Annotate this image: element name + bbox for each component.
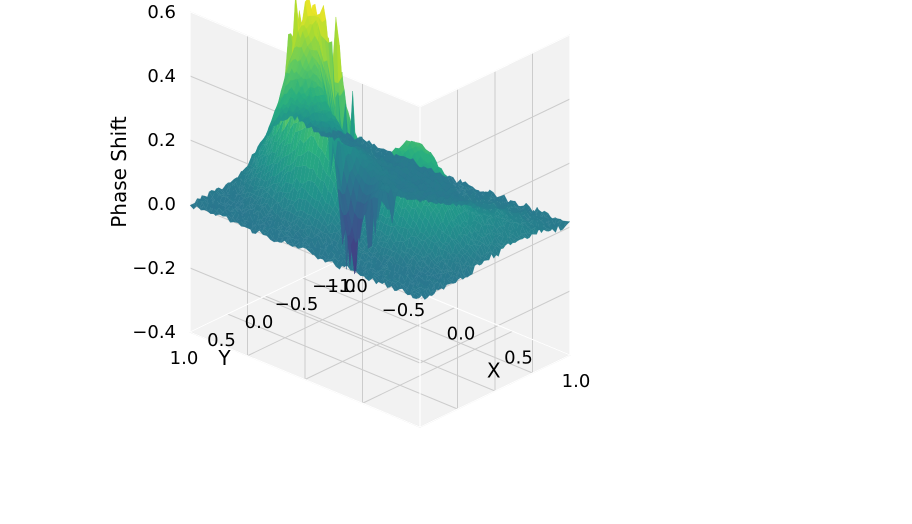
svg-text:0.6: 0.6 xyxy=(147,2,176,23)
x-axis-label: X xyxy=(487,358,501,382)
svg-text:−0.2: −0.2 xyxy=(132,258,176,279)
svg-text:−0.5: −0.5 xyxy=(275,294,319,315)
svg-text:−0.4: −0.4 xyxy=(132,322,176,343)
svg-text:0.5: 0.5 xyxy=(504,347,533,368)
svg-text:0.4: 0.4 xyxy=(147,66,176,87)
z-axis-label: Phase Shift xyxy=(107,116,131,228)
y-axis-label: Y xyxy=(217,346,231,370)
svg-text:0.0: 0.0 xyxy=(147,194,176,215)
svg-text:0.0: 0.0 xyxy=(447,324,476,345)
svg-text:1.0: 1.0 xyxy=(562,371,591,392)
svg-text:−1.0: −1.0 xyxy=(312,276,356,297)
svg-text:0.0: 0.0 xyxy=(245,312,274,333)
svg-text:1.0: 1.0 xyxy=(170,348,199,369)
surface3d-chart: −1.0−0.50.00.51.01.00.50.0−0.5−1.0−0.4−0… xyxy=(0,0,912,524)
svg-text:0.2: 0.2 xyxy=(147,130,176,151)
svg-text:−0.5: −0.5 xyxy=(382,300,426,321)
